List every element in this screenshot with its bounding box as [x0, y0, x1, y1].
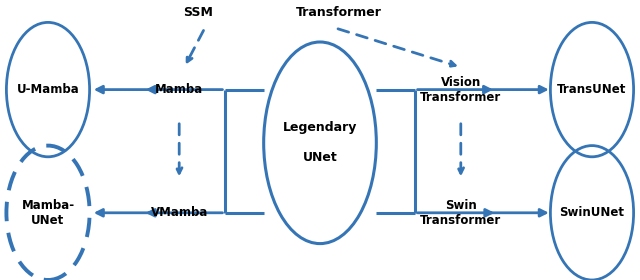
Text: SwinUNet: SwinUNet — [559, 206, 625, 219]
Text: Transformer: Transformer — [296, 6, 382, 19]
Text: U-Mamba: U-Mamba — [17, 83, 79, 96]
Text: Vision
Transformer: Vision Transformer — [420, 76, 501, 104]
Text: VMamba: VMamba — [150, 206, 208, 219]
Text: TransUNet: TransUNet — [557, 83, 627, 96]
Text: Mamba: Mamba — [155, 83, 204, 96]
Text: Mamba-
UNet: Mamba- UNet — [21, 199, 75, 227]
Text: SSM: SSM — [184, 6, 213, 19]
Text: Legendary

UNet: Legendary UNet — [283, 121, 357, 164]
Text: Swin
Transformer: Swin Transformer — [420, 199, 501, 227]
